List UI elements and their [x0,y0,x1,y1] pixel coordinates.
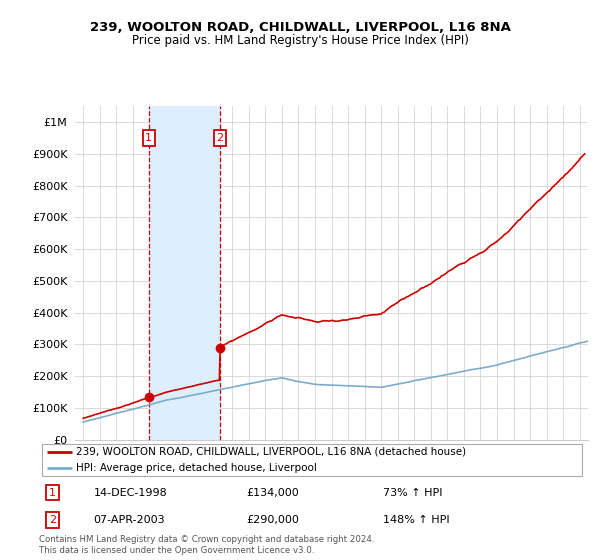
Text: HPI: Average price, detached house, Liverpool: HPI: Average price, detached house, Live… [76,463,317,473]
Text: 239, WOOLTON ROAD, CHILDWALL, LIVERPOOL, L16 8NA: 239, WOOLTON ROAD, CHILDWALL, LIVERPOOL,… [89,21,511,34]
Text: Contains HM Land Registry data © Crown copyright and database right 2024.
This d: Contains HM Land Registry data © Crown c… [39,535,374,555]
FancyBboxPatch shape [42,444,582,476]
Bar [149,106,220,440]
Text: £290,000: £290,000 [247,515,299,525]
Text: Price paid vs. HM Land Registry's House Price Index (HPI): Price paid vs. HM Land Registry's House … [131,34,469,46]
Text: £134,000: £134,000 [247,488,299,497]
Text: 14-DEC-1998: 14-DEC-1998 [94,488,167,497]
Text: 1: 1 [145,133,152,143]
Text: 73% ↑ HPI: 73% ↑ HPI [383,488,442,497]
Text: 2: 2 [49,515,56,525]
Text: 1: 1 [49,488,56,497]
Text: 239, WOOLTON ROAD, CHILDWALL, LIVERPOOL, L16 8NA (detached house): 239, WOOLTON ROAD, CHILDWALL, LIVERPOOL,… [76,447,466,457]
Text: 148% ↑ HPI: 148% ↑ HPI [383,515,449,525]
Text: 2: 2 [217,133,224,143]
Text: 07-APR-2003: 07-APR-2003 [94,515,165,525]
